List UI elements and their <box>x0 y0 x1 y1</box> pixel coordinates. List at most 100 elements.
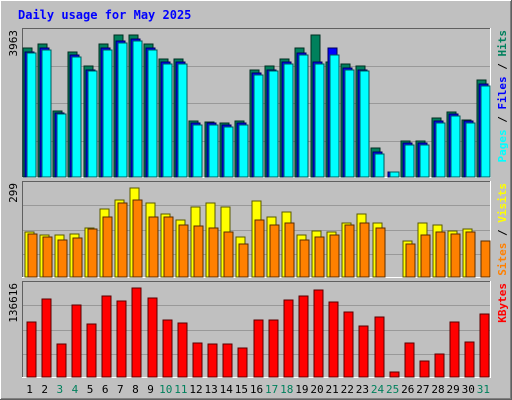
kbytes-ymax-label: 136616 <box>7 283 20 323</box>
hits-pages-bar-day-3 <box>56 113 67 178</box>
kbytes-kbytes-bar-day-12 <box>192 342 203 378</box>
kbytes-kbytes-bar-day-13 <box>207 343 218 378</box>
x-label-day-13: 13 <box>204 383 217 396</box>
hits-pages-bar-day-25 <box>389 171 400 178</box>
visits-sites-bar-day-10 <box>163 216 174 278</box>
hits-pages-bar-day-24 <box>374 153 385 178</box>
x-label-day-14: 14 <box>220 383 234 396</box>
x-label-day-20: 20 <box>310 383 323 396</box>
hits-pages-bar-day-10 <box>162 63 173 178</box>
visits-sites-bar-day-9 <box>148 216 159 278</box>
legend-separator: / <box>496 110 509 130</box>
x-label-day-28: 28 <box>431 383 444 396</box>
visits-sites-bar-day-29 <box>450 233 461 278</box>
visits-sites-bar-day-19 <box>299 239 310 278</box>
hits-pages-bar-day-1 <box>26 52 37 178</box>
x-label-day-21: 21 <box>326 383 339 396</box>
visits-sites-bar-day-12 <box>193 225 204 278</box>
x-label-day-24: 24 <box>371 383 385 396</box>
kbytes-legend: KBytes <box>496 283 509 323</box>
kbytes-kbytes-bar-day-21 <box>328 301 339 378</box>
legend-separator: / <box>496 223 509 243</box>
panel-kbytes: 136616 KBytes <box>7 281 509 378</box>
kbytes-kbytes-bar-day-2 <box>41 298 52 378</box>
hits-pages-bar-day-2 <box>41 49 52 178</box>
hits-pages-bar-day-23 <box>359 70 370 178</box>
kbytes-kbytes-bar-day-20 <box>313 289 324 378</box>
kbytes-kbytes-bar-day-22 <box>343 311 354 378</box>
hits-pages-bar-day-19 <box>298 54 309 178</box>
hits-legend: Pages / Files / Hits <box>496 30 509 163</box>
kbytes-kbytes-bar-day-31 <box>479 313 490 378</box>
visits-sites-bar-day-18 <box>284 222 295 278</box>
hits-pages-bar-day-13 <box>208 124 219 178</box>
visits-sites-bar-day-23 <box>359 222 370 278</box>
hits-pages-bar-day-17 <box>268 70 279 178</box>
hits-pages-bar-day-4 <box>71 56 82 178</box>
hits-pages-bar-day-6 <box>102 49 113 178</box>
visits-sites-bar-day-31 <box>480 240 491 278</box>
kbytes-kbytes-bar-day-3 <box>56 343 67 378</box>
kbytes-kbytes-bar-day-8 <box>131 287 142 378</box>
hits-ymax-label: 3963 <box>7 30 20 57</box>
kbytes-kbytes-bar-day-4 <box>71 304 82 378</box>
kbytes-kbytes-bar-day-5 <box>86 323 97 378</box>
x-label-day-8: 8 <box>132 383 139 396</box>
visits-sites-bar-day-11 <box>178 224 189 278</box>
visits-sites-bar-day-5 <box>87 228 98 278</box>
kbytes-kbytes-bar-day-18 <box>283 299 294 378</box>
x-label-day-23: 23 <box>356 383 369 396</box>
visits-sites-bar-day-20 <box>314 236 325 278</box>
chart-title: Daily usage for May 2025 <box>18 8 191 22</box>
hits-pages-bar-day-30 <box>465 122 476 178</box>
hits-pages-bar-day-11 <box>177 63 188 178</box>
kbytes-kbytes-bar-day-11 <box>177 322 188 378</box>
hits-pages-bar-day-5 <box>87 70 98 178</box>
x-label-day-4: 4 <box>72 383 79 396</box>
visits-sites-bar-day-28 <box>435 231 446 278</box>
visits-ymax-label: 299 <box>7 183 20 203</box>
x-label-day-11: 11 <box>174 383 187 396</box>
visits-sites-bar-day-6 <box>102 216 113 278</box>
legend-kbytes: KBytes <box>496 283 509 323</box>
x-label-day-16: 16 <box>250 383 263 396</box>
kbytes-kbytes-bar-day-27 <box>419 360 430 378</box>
x-label-day-30: 30 <box>462 383 475 396</box>
visits-sites-bar-day-21 <box>329 234 340 278</box>
hits-pages-bar-day-22 <box>344 69 355 178</box>
x-label-day-12: 12 <box>189 383 202 396</box>
kbytes-kbytes-bar-day-28 <box>434 353 445 378</box>
legend-pages: Pages <box>496 129 509 162</box>
x-label-day-3: 3 <box>57 383 64 396</box>
visits-sites-bar-day-3 <box>57 239 68 278</box>
visits-sites-bar-day-26 <box>405 243 416 278</box>
x-label-day-5: 5 <box>87 383 94 396</box>
kbytes-kbytes-bar-day-26 <box>404 342 415 378</box>
kbytes-kbytes-bar-day-1 <box>26 321 37 378</box>
x-label-day-29: 29 <box>447 383 460 396</box>
x-label-day-6: 6 <box>102 383 109 396</box>
x-label-day-26: 26 <box>401 383 414 396</box>
legend-hits: Hits <box>496 30 509 57</box>
x-label-day-15: 15 <box>235 383 248 396</box>
panel-visits: 299 Sites / Visits <box>7 181 509 278</box>
visits-sites-bar-day-2 <box>42 236 53 278</box>
kbytes-kbytes-bar-day-7 <box>116 300 127 378</box>
x-label-day-1: 1 <box>26 383 33 396</box>
visits-sites-bar-day-17 <box>269 224 280 278</box>
hits-pages-bar-day-29 <box>450 115 461 178</box>
visits-sites-bar-day-14 <box>223 231 234 278</box>
visits-sites-bar-day-8 <box>132 199 143 278</box>
kbytes-kbytes-bar-day-14 <box>222 343 233 378</box>
x-label-day-25: 25 <box>386 383 399 396</box>
kbytes-kbytes-bar-day-6 <box>101 295 112 378</box>
hits-pages-bar-day-8 <box>132 40 143 178</box>
x-label-day-7: 7 <box>117 383 124 396</box>
chart-panels: 3963 Pages / Files / Hits 299 Sites / Visit… <box>7 28 509 378</box>
hits-pages-bar-day-15 <box>238 124 249 178</box>
hits-pages-bar-day-12 <box>192 124 203 178</box>
kbytes-kbytes-bar-day-30 <box>464 341 475 378</box>
kbytes-kbytes-bar-day-24 <box>374 316 385 378</box>
x-label-day-22: 22 <box>341 383 354 396</box>
visits-sites-bar-day-24 <box>375 227 386 278</box>
